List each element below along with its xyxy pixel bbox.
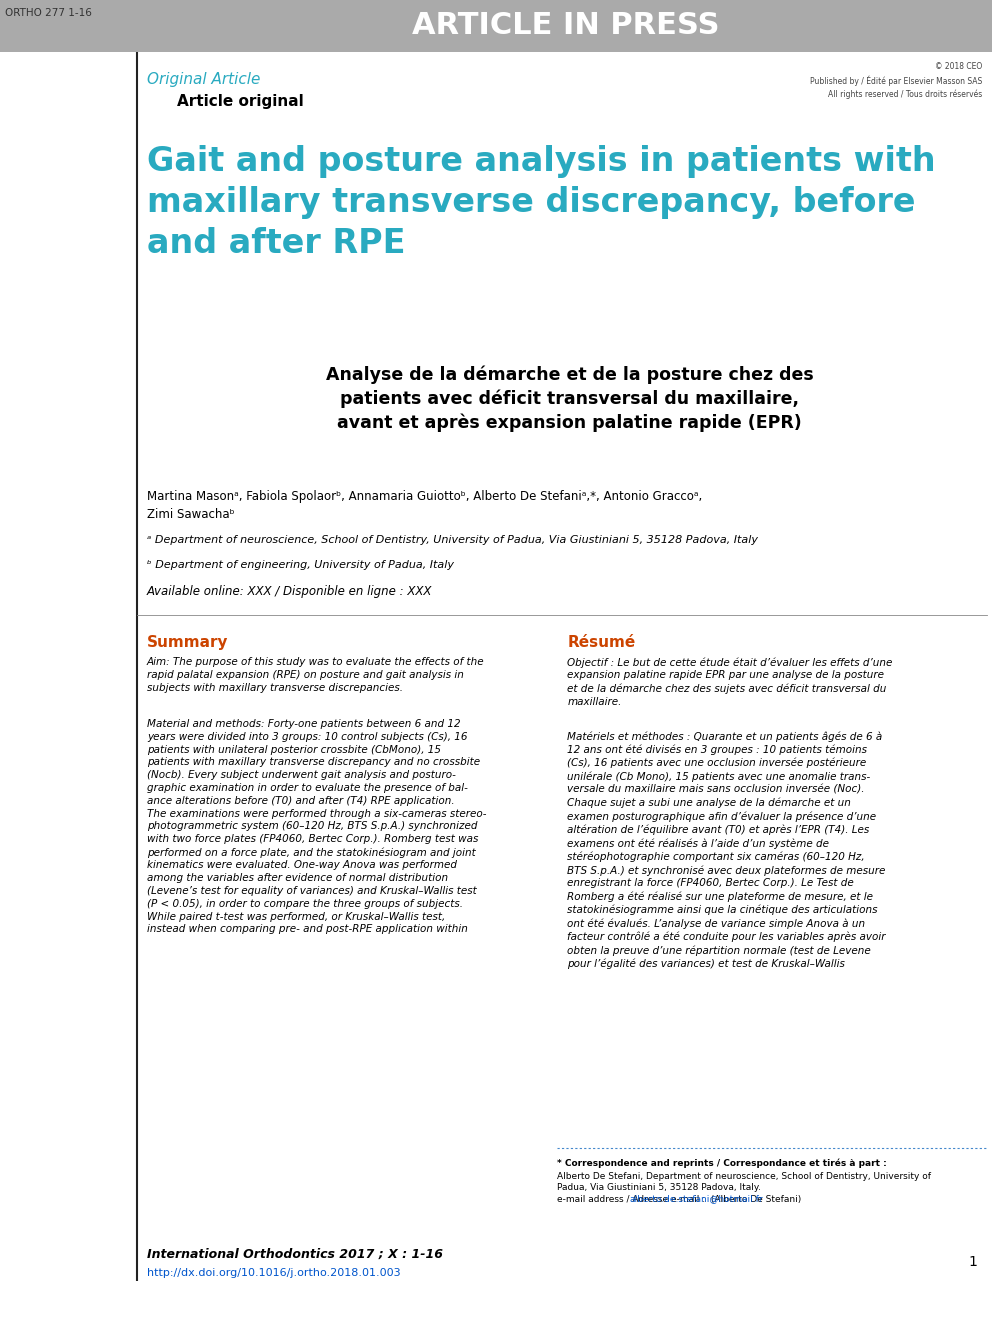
Text: Objectif : Le but de cette étude était d’évaluer les effets d’une
expansion pala: Objectif : Le but de cette étude était d… — [567, 658, 893, 706]
Text: ᵇ Department of engineering, University of Padua, Italy: ᵇ Department of engineering, University … — [147, 560, 453, 570]
Text: http://dx.doi.org/10.1016/j.ortho.2018.01.003: http://dx.doi.org/10.1016/j.ortho.2018.0… — [147, 1267, 401, 1278]
Text: Résumé: Résumé — [567, 635, 636, 650]
Text: Summary: Summary — [147, 635, 228, 650]
Text: alberto.de.stefani@hotmail.fr: alberto.de.stefani@hotmail.fr — [629, 1193, 763, 1203]
Text: Matériels et méthodes : Quarante et un patients âgés de 6 à
12 ans ont été divis: Matériels et méthodes : Quarante et un p… — [567, 732, 886, 970]
Text: ORTHO 277 1-16: ORTHO 277 1-16 — [5, 8, 92, 19]
Text: Alberto De Stefani, Department of neuroscience, School of Dentistry, University : Alberto De Stefani, Department of neuros… — [558, 1172, 931, 1204]
Text: Original Article: Original Article — [147, 71, 260, 87]
Text: 1: 1 — [968, 1256, 977, 1269]
Text: © 2018 CEO
Published by / Édité par Elsevier Masson SAS
All rights reserved / To: © 2018 CEO Published by / Édité par Else… — [809, 62, 982, 99]
Text: Available online: XXX / Disponible en ligne : XXX: Available online: XXX / Disponible en li… — [147, 585, 433, 598]
Text: ᵃ Department of neuroscience, School of Dentistry, University of Padua, Via Gius: ᵃ Department of neuroscience, School of … — [147, 534, 758, 545]
Text: * Correspondence and reprints / Correspondance et tirés à part :: * Correspondence and reprints / Correspo… — [558, 1158, 887, 1167]
Text: ARTICLE IN PRESS: ARTICLE IN PRESS — [412, 12, 719, 41]
Text: Gait and posture analysis in patients with
maxillary transverse discrepancy, bef: Gait and posture analysis in patients wi… — [147, 146, 935, 259]
FancyBboxPatch shape — [0, 0, 992, 52]
Text: Material and methods: Forty-one patients between 6 and 12
years were divided int: Material and methods: Forty-one patients… — [147, 718, 486, 934]
Text: Analyse de la démarche et de la posture chez des
patients avec déficit transvers: Analyse de la démarche et de la posture … — [325, 365, 813, 433]
Text: Aim: The purpose of this study was to evaluate the effects of the
rapid palatal : Aim: The purpose of this study was to ev… — [147, 658, 484, 693]
Text: Martina Masonᵃ, Fabiola Spolaorᵇ, Annamaria Guiottoᵇ, Alberto De Stefaniᵃ,*, Ant: Martina Masonᵃ, Fabiola Spolaorᵇ, Annama… — [147, 490, 702, 503]
Text: International Orthodontics 2017 ; X : 1-16: International Orthodontics 2017 ; X : 1-… — [147, 1248, 442, 1261]
Text: Zimi Sawachaᵇ: Zimi Sawachaᵇ — [147, 508, 234, 521]
Text: Article original: Article original — [177, 94, 304, 108]
